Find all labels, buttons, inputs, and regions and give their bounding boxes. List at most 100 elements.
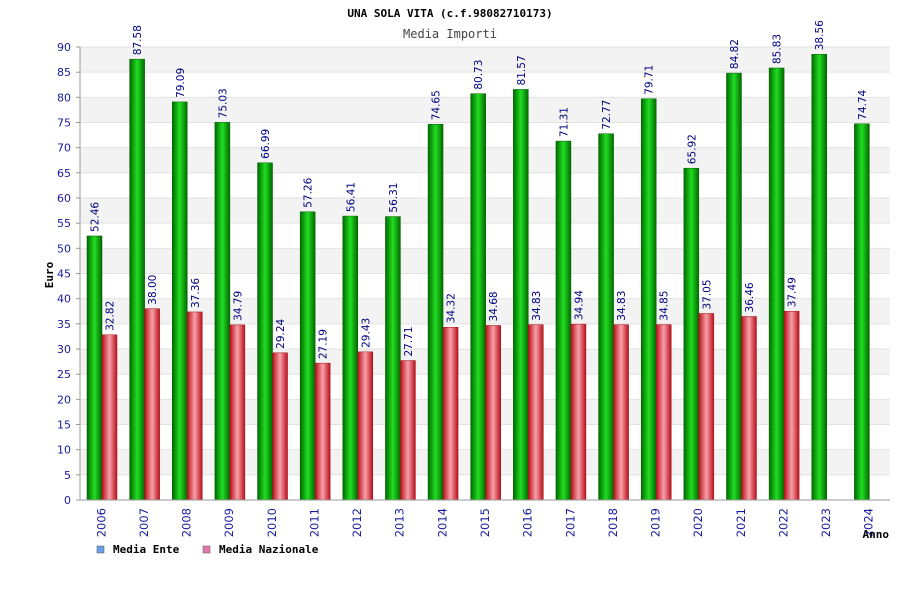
label-media-nazionale-2022: 37.49 <box>787 277 799 307</box>
label-media-ente-2006: 52.46 <box>90 202 102 232</box>
label-media-nazionale-2019: 34.85 <box>659 291 671 321</box>
y-tick-label: 55 <box>57 217 71 230</box>
label-media-ente-2009: 75.03 <box>217 88 229 118</box>
bar-media-ente-2013 <box>385 216 401 501</box>
bar-media-ente-2015 <box>470 93 486 501</box>
bar-media-nazionale-2010 <box>272 352 288 501</box>
label-media-ente-2017: 71.31 <box>558 107 570 137</box>
x-tick-label-2012: 2012 <box>350 508 364 537</box>
label-media-nazionale-2008: 37.36 <box>190 278 202 308</box>
y-tick-label: 70 <box>57 142 71 155</box>
y-tick-label: 75 <box>57 117 71 130</box>
label-media-ente-2014: 74.65 <box>431 90 443 120</box>
y-tick-label: 0 <box>64 494 71 507</box>
label-media-nazionale-2007: 38.00 <box>147 275 159 305</box>
y-tick-label: 25 <box>57 368 71 381</box>
x-tick-label-2017: 2017 <box>563 508 577 537</box>
label-media-nazionale-2016: 34.83 <box>531 291 543 321</box>
x-axis-label: Anno <box>863 528 890 541</box>
y-tick-label: 35 <box>57 318 71 331</box>
y-tick-label: 40 <box>57 293 71 306</box>
label-media-ente-2007: 87.58 <box>132 25 144 55</box>
bar-media-nazionale-2011 <box>314 362 331 501</box>
x-tick-label-2024: 2024 <box>862 508 876 537</box>
bar-media-nazionale-2018 <box>613 324 629 501</box>
bar-media-nazionale-2008 <box>187 311 203 501</box>
bars <box>86 53 870 501</box>
x-tick-label-2020: 2020 <box>691 508 705 537</box>
x-tick-label-2006: 2006 <box>94 508 108 537</box>
grid-band <box>80 72 890 98</box>
y-tick-label: 5 <box>64 469 71 482</box>
bar-media-nazionale-2007 <box>144 308 160 501</box>
bar-media-nazionale-2016 <box>528 324 544 501</box>
label-media-ente-2008: 79.09 <box>175 68 187 98</box>
label-media-nazionale-2009: 34.79 <box>232 291 244 321</box>
bar-media-nazionale-2019 <box>655 324 672 501</box>
y-tick-label: 60 <box>57 192 71 205</box>
x-tick-label-2008: 2008 <box>180 508 194 537</box>
label-media-ente-2019: 79.71 <box>644 65 656 95</box>
x-axis-ticks: 2006 2007 2008 2009 2010 2011 2012 2013 2014 2015… <box>94 508 875 537</box>
label-media-nazionale-2006: 32.82 <box>105 301 117 331</box>
bar-media-nazionale-2014 <box>442 327 459 501</box>
y-axis-ticks: 0 5 10 15 20 25 30 35 40 45 50 55 60 65 70 75 80 85 90 <box>57 41 80 507</box>
chart-subtitle: Media Importi <box>403 27 497 41</box>
label-media-ente-2021: 84.82 <box>729 39 741 69</box>
bar-media-ente-2023 <box>811 53 827 501</box>
bar-media-ente-2009 <box>214 122 231 501</box>
bar-media-nazionale-2021 <box>741 316 757 501</box>
label-media-ente-2015: 80.73 <box>473 60 485 90</box>
bar-media-nazionale-2006 <box>101 334 118 501</box>
x-tick-label-2009: 2009 <box>222 508 236 537</box>
bar-media-ente-2011 <box>299 211 316 501</box>
bar-media-ente-2022 <box>768 67 785 501</box>
bar-media-ente-2019 <box>640 98 657 501</box>
chart-title: UNA SOLA VITA (c.f.98082710173) <box>347 7 552 20</box>
label-media-ente-2024: 74.74 <box>857 89 869 119</box>
label-media-nazionale-2017: 34.94 <box>573 290 585 320</box>
x-tick-label-2022: 2022 <box>776 508 790 537</box>
label-media-nazionale-2015: 34.68 <box>488 291 500 321</box>
label-media-ente-2020: 65.92 <box>686 134 698 164</box>
label-media-ente-2018: 72.77 <box>601 100 613 130</box>
label-media-ente-2016: 81.57 <box>516 55 528 85</box>
label-media-nazionale-2020: 37.05 <box>701 279 713 309</box>
legend: Media Ente Media Nazionale <box>96 543 319 556</box>
x-tick-label-2014: 2014 <box>435 508 449 537</box>
y-tick-label: 30 <box>57 343 71 356</box>
label-media-ente-2010: 66.99 <box>260 129 272 159</box>
y-tick-label: 20 <box>57 393 71 406</box>
bar-media-nazionale-2009 <box>229 324 246 501</box>
bar-media-ente-2006 <box>86 235 103 501</box>
y-tick-label: 15 <box>57 419 71 432</box>
bar-media-nazionale-2017 <box>570 323 587 501</box>
y-tick-label: 10 <box>57 444 71 457</box>
grid-band <box>80 47 890 73</box>
x-tick-label-2018: 2018 <box>606 508 620 537</box>
bar-media-ente-2012 <box>342 215 359 501</box>
y-tick-label: 90 <box>57 41 71 54</box>
label-media-ente-2022: 85.83 <box>772 34 784 64</box>
legend-swatch-media-ente <box>96 545 105 554</box>
y-tick-label: 45 <box>57 268 71 281</box>
legend-label-media-nazionale: Media Nazionale <box>219 543 319 556</box>
legend-label-media-ente: Media Ente <box>113 543 180 556</box>
bar-media-ente-2017 <box>555 140 572 501</box>
label-media-nazionale-2011: 27.19 <box>318 329 330 359</box>
bar-media-ente-2016 <box>513 89 529 501</box>
y-tick-label: 50 <box>57 242 71 255</box>
bar-media-ente-2018 <box>598 133 614 501</box>
x-tick-label-2010: 2010 <box>265 508 279 537</box>
label-media-ente-2011: 57.26 <box>303 177 315 207</box>
x-tick-label-2011: 2011 <box>307 508 321 537</box>
x-tick-label-2016: 2016 <box>521 508 535 537</box>
x-tick-label-2013: 2013 <box>393 508 407 537</box>
legend-item-media-ente: Media Ente <box>96 543 180 556</box>
x-tick-label-2021: 2021 <box>734 508 748 537</box>
bar-media-nazionale-2012 <box>357 351 374 501</box>
bar-media-ente-2010 <box>257 162 273 501</box>
label-media-nazionale-2013: 27.71 <box>403 326 415 356</box>
legend-item-media-nazionale: Media Nazionale <box>202 543 319 556</box>
